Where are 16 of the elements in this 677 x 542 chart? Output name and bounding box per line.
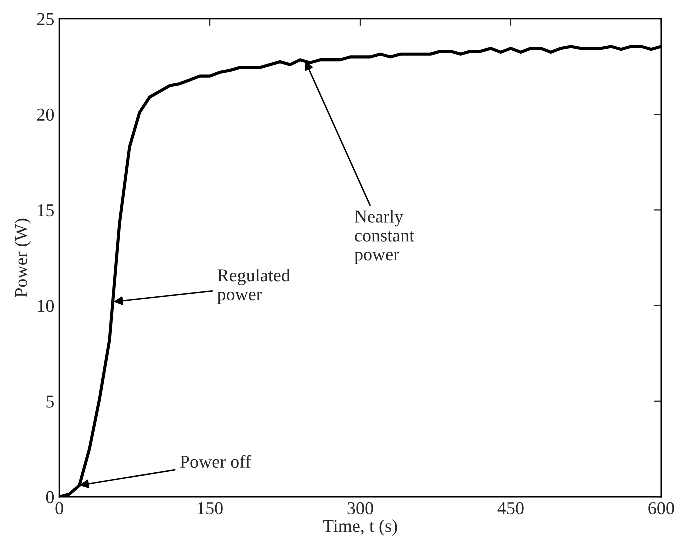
y-axis-title: Power (W) [14,218,32,298]
x-tick-label: 300 [348,502,374,515]
x-axis-title: Time, t (s) [323,520,398,536]
annotation: Nearly constant power [354,210,415,264]
y-tick-label: 20 [37,108,54,122]
y-tick-label: 10 [38,300,54,312]
y-tick-label: 0 [46,491,54,504]
annotation: Power off [180,455,252,468]
annotation: Regulated power [218,269,290,304]
y-tick-label: 5 [46,396,54,408]
x-tick-label: 450 [498,502,524,515]
y-tick-label: 25 [37,13,54,26]
x-tick-label: 0 [56,502,64,515]
x-tick-label: 150 [198,502,223,515]
x-tick-label: 600 [648,502,674,515]
y-tick-label: 15 [38,204,54,217]
